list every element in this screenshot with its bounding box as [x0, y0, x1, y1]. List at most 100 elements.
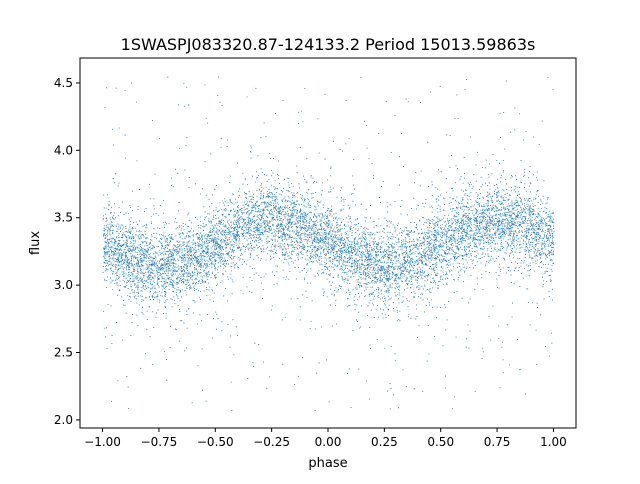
- data-point: [122, 245, 124, 246]
- data-point: [212, 231, 213, 233]
- data-point: [186, 247, 188, 249]
- data-point: [224, 210, 226, 211]
- data-point: [115, 268, 116, 270]
- data-point: [182, 232, 183, 234]
- data-point: [104, 258, 106, 259]
- data-point: [548, 238, 550, 240]
- data-point: [528, 240, 529, 242]
- data-point: [453, 239, 455, 241]
- data-point: [464, 246, 465, 247]
- data-point: [307, 227, 309, 228]
- data-point: [543, 243, 545, 245]
- data-point: [167, 259, 168, 261]
- data-point: [519, 369, 521, 371]
- data-point: [156, 284, 158, 286]
- data-point: [288, 251, 290, 253]
- data-point: [493, 220, 495, 222]
- data-point: [147, 272, 149, 274]
- data-point: [445, 224, 447, 226]
- data-point: [273, 208, 274, 210]
- data-point: [428, 250, 430, 252]
- data-point: [500, 216, 502, 218]
- data-point: [510, 235, 512, 237]
- data-point: [527, 223, 529, 224]
- data-point: [221, 238, 222, 240]
- data-point: [139, 230, 140, 232]
- data-point: [504, 252, 506, 254]
- data-point: [286, 177, 288, 179]
- data-point: [546, 236, 547, 238]
- data-point: [161, 239, 162, 240]
- data-point: [131, 242, 132, 244]
- data-point: [501, 209, 502, 211]
- data-point: [486, 222, 488, 224]
- data-point: [363, 232, 365, 234]
- data-point: [478, 227, 479, 229]
- data-point: [317, 272, 318, 274]
- data-point: [113, 254, 115, 255]
- data-point: [213, 241, 214, 243]
- data-point: [198, 290, 200, 292]
- data-point: [296, 231, 298, 233]
- data-point: [487, 255, 489, 257]
- data-point: [453, 254, 455, 256]
- data-point: [527, 200, 529, 202]
- data-point: [344, 250, 346, 251]
- data-point: [402, 269, 404, 271]
- data-point: [202, 239, 203, 240]
- data-point: [510, 270, 512, 272]
- data-point: [195, 245, 197, 247]
- data-point: [514, 214, 515, 215]
- data-point: [451, 249, 453, 251]
- data-point: [212, 219, 214, 220]
- data-point: [489, 239, 491, 240]
- data-point: [538, 207, 540, 209]
- data-point: [551, 231, 553, 233]
- data-point: [434, 231, 436, 233]
- data-point: [367, 228, 369, 230]
- data-point: [219, 245, 221, 247]
- data-point: [248, 217, 250, 219]
- data-point: [149, 243, 151, 244]
- data-point: [130, 233, 131, 235]
- data-point: [187, 270, 189, 271]
- data-point: [533, 229, 535, 230]
- data-point: [286, 238, 288, 240]
- data-point: [103, 248, 104, 250]
- data-point: [387, 221, 389, 223]
- data-point: [160, 273, 161, 274]
- data-point: [467, 217, 469, 219]
- data-point: [496, 194, 498, 196]
- data-point: [278, 212, 280, 214]
- data-point: [311, 249, 313, 251]
- data-point: [247, 247, 249, 249]
- data-point: [394, 201, 396, 202]
- data-point: [220, 246, 222, 248]
- data-point: [181, 266, 182, 267]
- data-point: [366, 283, 368, 285]
- data-point: [326, 296, 328, 298]
- data-point: [195, 283, 197, 285]
- data-point: [326, 222, 328, 224]
- data-point: [445, 252, 447, 254]
- data-point: [371, 292, 373, 294]
- data-point: [389, 272, 390, 274]
- data-point: [191, 256, 193, 258]
- data-point: [352, 247, 354, 249]
- data-point: [361, 231, 363, 233]
- data-point: [418, 245, 420, 247]
- data-point: [530, 183, 532, 185]
- data-point: [169, 270, 171, 272]
- data-point: [189, 231, 191, 233]
- data-point: [375, 277, 377, 278]
- data-point: [326, 259, 327, 261]
- data-point: [389, 287, 391, 288]
- data-point: [544, 245, 545, 247]
- data-point: [482, 212, 484, 214]
- data-point: [295, 204, 297, 205]
- data-point: [146, 243, 148, 244]
- data-point: [552, 221, 554, 222]
- data-point: [137, 271, 139, 273]
- data-point: [182, 254, 184, 256]
- data-point: [434, 246, 436, 248]
